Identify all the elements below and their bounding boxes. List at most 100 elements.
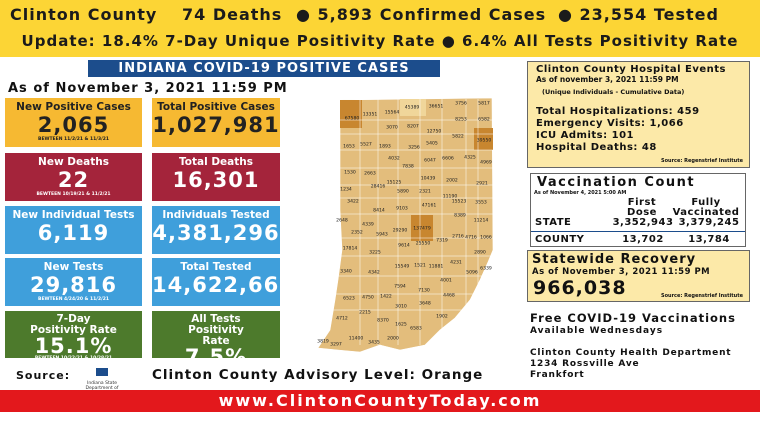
- vaccination-title: Vaccination Count: [537, 175, 696, 190]
- tile-note: BEWTEEN 10/19/21 & 11/2/21: [36, 192, 111, 197]
- county-count: 3225: [369, 250, 381, 256]
- county-count: 2648: [336, 218, 348, 224]
- county-count: 9103: [396, 206, 408, 212]
- county-count: 17814: [343, 246, 358, 252]
- county-count: 2321: [419, 189, 431, 195]
- county-count: 1902: [436, 314, 448, 320]
- county-count: 3070: [386, 125, 398, 131]
- county-count: 2716: [452, 234, 464, 240]
- county-count: 5817: [478, 101, 490, 107]
- dose-count: 13,784: [688, 234, 730, 245]
- county-count: 39550: [477, 138, 492, 144]
- county-count: 36651: [429, 104, 444, 110]
- tile-value: 1,027,981: [152, 113, 280, 137]
- county-name: Clinton County: [10, 5, 158, 24]
- tile-label: New Tests: [43, 261, 104, 273]
- advisory: Clinton County Advisory Level: Orange: [152, 367, 484, 383]
- tile-note: BEWTEEN 4/24/20 & 11/2/21: [38, 297, 109, 302]
- county-count: 4712: [336, 316, 348, 322]
- tested: ● 23,554 Tested: [558, 5, 719, 24]
- county-count: 47161: [422, 203, 437, 209]
- tile-label: New Positive Cases: [16, 101, 131, 113]
- stat-tile: New Individual Tests 6,119: [5, 206, 142, 254]
- county-hot: [411, 215, 433, 241]
- county-count: 2002: [446, 178, 458, 184]
- free-vaccine: Free COVID-19 Vaccinations: [530, 311, 736, 325]
- header-banner: Clinton County 74 Deaths ● 5,893 Confirm…: [0, 0, 760, 57]
- hospital-title: Clinton County Hospital Events: [536, 64, 726, 75]
- county-count: 13351: [363, 112, 378, 118]
- county-count: 4325: [464, 155, 476, 161]
- recovery-title: Statewide Recovery: [532, 252, 697, 267]
- county-count: 8253: [455, 117, 467, 123]
- state-as-of: As of November 3, 2021 11:59 PM: [8, 81, 288, 96]
- county-count: 3010: [395, 304, 407, 310]
- county-count: 3435: [368, 340, 380, 346]
- county-count: 1530: [344, 170, 356, 176]
- stat-tile: Total Tested 14,622,667: [152, 258, 294, 306]
- county-hot: [340, 100, 362, 128]
- tile-label: Total Tested: [180, 261, 252, 273]
- col-full: Fully Vaccinated: [672, 197, 740, 218]
- recovery-panel: Statewide Recovery As of November 3, 202…: [527, 250, 750, 302]
- county-count: 4716: [465, 235, 477, 241]
- county-count: 4339: [362, 222, 374, 228]
- header-line-2: Update: 18.4% 7-Day Unique Positivity Ra…: [21, 32, 739, 50]
- state-shape: [317, 97, 494, 353]
- county-count: 5822: [452, 134, 464, 140]
- county-hot: [474, 128, 493, 150]
- county-count: 7594: [394, 284, 406, 290]
- county-count: 2890: [474, 250, 486, 256]
- county-count: 4342: [368, 270, 380, 276]
- county-count: 1234: [340, 187, 352, 193]
- county-count: 11190: [443, 194, 458, 200]
- county-count: 2000: [387, 336, 399, 342]
- hospital-as-of: As of november 3, 2021 11:59 PM: [536, 75, 679, 84]
- county-count: 5943: [376, 232, 388, 238]
- county-count: 28416: [371, 184, 386, 190]
- tile-value: 22: [57, 168, 90, 192]
- county-count: 8207: [407, 124, 419, 130]
- county-count: 25550: [416, 241, 431, 247]
- hospital-line: Total Hospitalizations: 459: [536, 106, 700, 117]
- county-count: 4032: [388, 156, 400, 162]
- county-count: 2352: [351, 230, 363, 236]
- county-count: 8370: [377, 318, 389, 324]
- free-vaccine-days: Available Wednesdays: [530, 326, 664, 336]
- county-count: 5890: [397, 189, 409, 195]
- tile-value: 16,301: [172, 168, 260, 192]
- county-count: 12750: [427, 129, 442, 135]
- stat-tile: Total Deaths 16,301: [152, 153, 280, 201]
- county-count: 7838: [402, 164, 414, 170]
- county-count: 3297: [330, 342, 342, 348]
- county-count: 5527: [360, 142, 372, 148]
- county-count: 1653: [343, 144, 355, 150]
- county-count: 3340: [340, 269, 352, 275]
- county-count: 6047: [424, 158, 436, 164]
- county-count: 137479: [413, 226, 431, 232]
- tile-value: 4,381,296: [152, 221, 280, 245]
- county-count: 5096: [466, 270, 478, 276]
- county-count: 3553: [475, 200, 487, 206]
- county-count: 9614: [398, 243, 410, 249]
- county-count: 11400: [349, 336, 364, 342]
- stat-tile: New Deaths 22 BEWTEEN 10/19/21 & 11/2/21: [5, 153, 142, 201]
- stat-tile: New Positive Cases 2,065 BEWTEEN 11/2/21 &…: [5, 98, 142, 147]
- tile-label: Individuals Tested: [162, 209, 270, 221]
- stat-tile: All Tests Positivity Rate 7.5% BEWTEEN 10/…: [152, 311, 280, 372]
- county-count: 4231: [450, 260, 462, 266]
- tile-value: 2,065: [37, 113, 110, 137]
- hospital-line: Emergency Visits: 1,066: [536, 118, 684, 129]
- logo-line-1: Indiana State: [87, 381, 117, 386]
- vaccination-panel: Vaccination Count As of November 4, 2021…: [530, 173, 746, 247]
- vaccination-as-of: As of November 4, 2021 5:00 AM: [534, 190, 627, 196]
- hospital-subtitle: (Unique Individuals - Cumulative Data): [542, 88, 685, 96]
- confirmed: ● 5,893 Confirmed Cases: [296, 5, 547, 24]
- address-line: Frankfort: [530, 370, 585, 380]
- county-count: 5405: [426, 141, 438, 147]
- logo: Indiana State Department of Health: [78, 362, 126, 396]
- recovery-source: Source: Regenstrief Institute: [660, 293, 743, 299]
- county-count: 2663: [364, 171, 376, 177]
- county-count: 3819: [317, 339, 329, 345]
